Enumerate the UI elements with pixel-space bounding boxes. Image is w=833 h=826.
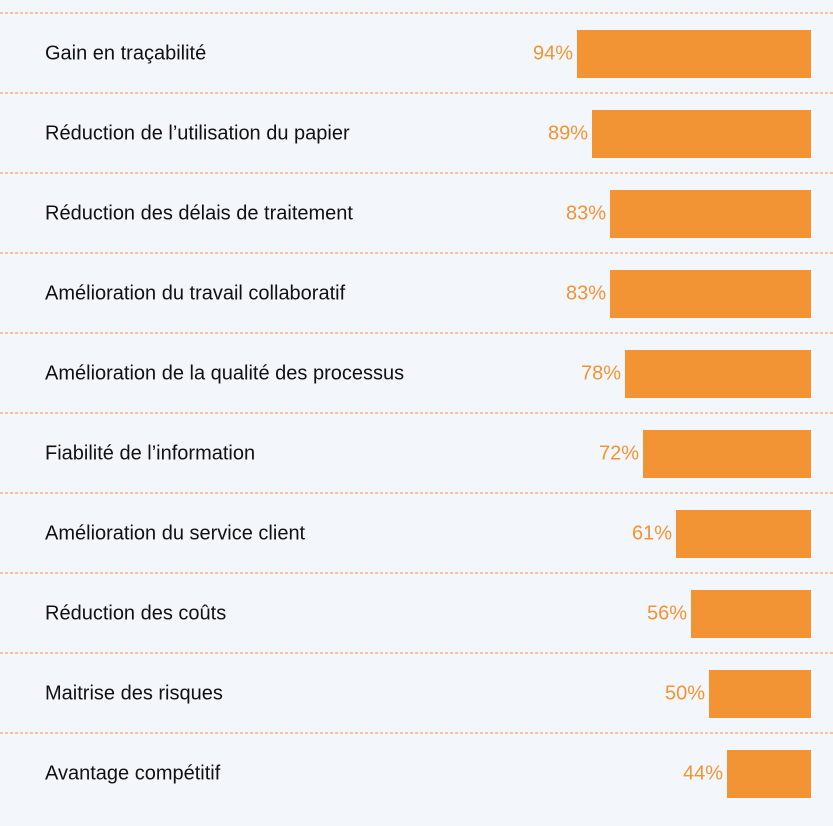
- value-label: 78%: [581, 362, 621, 384]
- value-label: 61%: [632, 522, 672, 544]
- value-label: 44%: [683, 762, 723, 784]
- category-label: Amélioration de la qualité des processus: [45, 362, 404, 384]
- bar: [676, 510, 811, 558]
- value-label: 89%: [548, 122, 588, 144]
- bar: [691, 590, 811, 638]
- category-label: Réduction de l’utilisation du papier: [45, 122, 350, 144]
- category-label: Gain en traçabilité: [45, 42, 206, 64]
- category-label: Réduction des coûts: [45, 602, 226, 624]
- bar: [610, 270, 811, 318]
- value-label: 72%: [599, 442, 639, 464]
- category-label: Amélioration du service client: [45, 522, 306, 544]
- bar: [625, 350, 811, 398]
- bar: [592, 110, 811, 158]
- bar: [709, 670, 811, 718]
- category-label: Maitrise des risques: [45, 682, 223, 704]
- category-label: Fiabilité de l’information: [45, 442, 255, 464]
- bar: [643, 430, 811, 478]
- bar: [727, 750, 811, 798]
- value-label: 83%: [566, 282, 606, 304]
- bar: [610, 190, 811, 238]
- bar: [577, 30, 811, 78]
- category-label: Amélioration du travail collaboratif: [45, 282, 346, 304]
- value-label: 56%: [647, 602, 687, 624]
- category-label: Réduction des délais de traitement: [45, 202, 353, 224]
- value-label: 94%: [533, 42, 573, 64]
- value-label: 50%: [665, 682, 705, 704]
- category-label: Avantage compétitif: [45, 762, 221, 784]
- value-label: 83%: [566, 202, 606, 224]
